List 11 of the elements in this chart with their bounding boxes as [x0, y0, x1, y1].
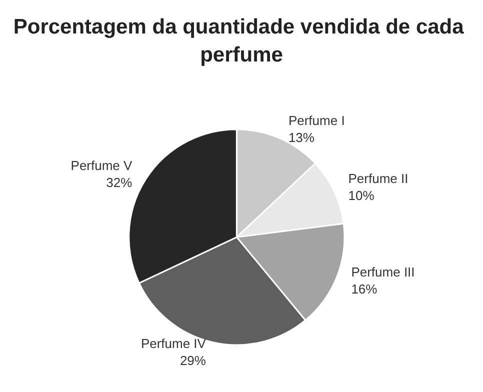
- chart-title: Porcentagem da quantidade vendida de cada perfume: [13, 16, 470, 66]
- data-label: 32%: [106, 175, 133, 190]
- slice-label: Perfume I: [288, 113, 345, 128]
- data-label: 16%: [351, 282, 378, 297]
- slice-label: Perfume V: [70, 158, 133, 174]
- data-label: 10%: [348, 188, 375, 204]
- slice-label: Perfume IV: [140, 336, 206, 352]
- data-label: 13%: [288, 130, 315, 146]
- data-label: 29%: [180, 353, 206, 368]
- slice-label: Perfume II: [348, 171, 408, 186]
- slice-label: Perfume III: [351, 264, 415, 280]
